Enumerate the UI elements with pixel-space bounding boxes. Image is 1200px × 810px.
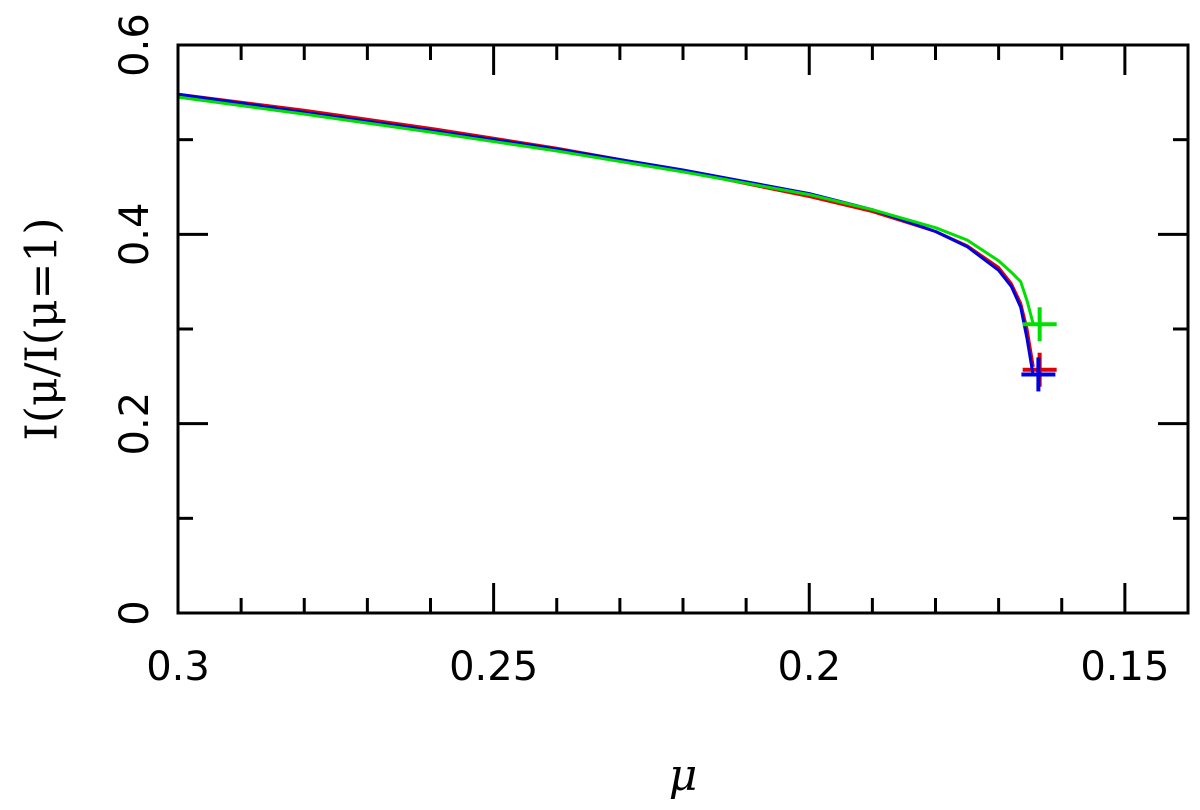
x-tick-label: 0.25 (449, 644, 538, 690)
x-tick-label: 0.15 (1080, 644, 1169, 690)
y-tick-label: 0 (112, 600, 158, 625)
plot-frame (176, 43, 1190, 615)
series-line (177, 92, 1035, 377)
x-tick-label: 0.3 (146, 644, 210, 690)
y-tick-label: 0.4 (112, 203, 158, 267)
y-tick-label: 0.6 (112, 13, 158, 77)
y-tick-label: 0.2 (112, 392, 158, 456)
series-end-marker (1022, 307, 1057, 342)
series-end-marker (1021, 357, 1056, 392)
x-tick-label: 0.2 (777, 644, 841, 690)
x-axis-label: μ (669, 750, 698, 801)
series-line (177, 92, 1035, 368)
series-layer (177, 92, 1057, 392)
tick-marks (178, 45, 1188, 613)
series-line (177, 95, 1035, 325)
tick-labels: 0.3 0.25 0.2 0.15 0 0.2 0.4 0.6 (112, 13, 1169, 690)
y-axis-label: I(μ/I(μ=1) (17, 217, 68, 440)
